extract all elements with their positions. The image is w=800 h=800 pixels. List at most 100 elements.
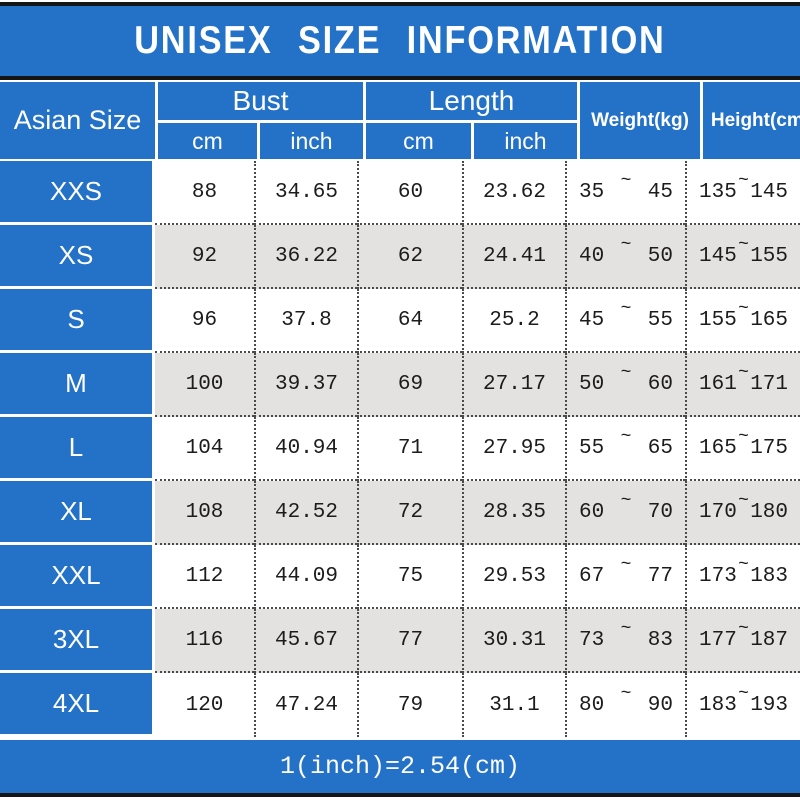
height-min: 173 [699,564,737,588]
tilde-symbol: ~ [738,235,749,255]
title-separator-line [0,76,800,80]
tilde-symbol: ~ [738,555,749,575]
table-row-m: M 100 39.37 69 27.17 50 ~ 60 161 ~ 171 [0,353,800,417]
size-label: XS [0,225,155,289]
weight-max: 45 [647,180,673,204]
header-length: Length [366,82,577,120]
footer-bar: 1(inch)=2.54(cm) [0,740,800,793]
header-bust-cm: cm [158,123,257,159]
bust-cm-value: 92 [155,225,254,289]
weight-min: 67 [579,564,605,588]
length-inch-value: 24.41 [462,225,565,289]
height-min: 135 [699,180,737,204]
page-title: UNISEX SIZE INFORMATION [134,19,666,62]
table-row-xxs: XXS 88 34.65 60 23.62 35 ~ 45 135 ~ 145 [0,161,800,225]
length-inch-value: 23.62 [462,161,565,225]
length-cm-value: 77 [357,609,462,673]
length-inch-value: 29.53 [462,545,565,609]
height-min: 145 [699,244,737,268]
weight-min: 55 [579,436,605,460]
weight-range: 45 ~ 55 [565,289,685,353]
tilde-symbol: ~ [738,491,749,511]
tilde-symbol: ~ [620,491,632,511]
header-asian-size: Asian Size [0,82,155,159]
height-range: 161 ~ 171 [685,353,800,417]
bust-inch-value: 39.37 [254,353,357,417]
bust-inch-value: 45.67 [254,609,357,673]
bust-cm-value: 116 [155,609,254,673]
size-label: XXS [0,161,155,225]
weight-min: 40 [579,244,605,268]
weight-range: 35 ~ 45 [565,161,685,225]
weight-min: 45 [579,308,605,332]
length-cm-value: 79 [357,673,462,737]
length-inch-value: 25.2 [462,289,565,353]
weight-min: 35 [579,180,605,204]
footer-separator [0,737,800,740]
header-length-inch: inch [474,123,577,159]
bust-cm-value: 100 [155,353,254,417]
length-cm-value: 69 [357,353,462,417]
length-inch-value: 28.35 [462,481,565,545]
tilde-symbol: ~ [738,684,749,704]
header-length-cm: cm [366,123,471,159]
height-max: 183 [750,564,788,588]
weight-range: 67 ~ 77 [565,545,685,609]
bust-inch-value: 40.94 [254,417,357,481]
weight-min: 60 [579,500,605,524]
top-border-line [0,2,800,6]
height-range: 155 ~ 165 [685,289,800,353]
table-row-4xl: 4XL 120 47.24 79 31.1 80 ~ 90 183 ~ 193 [0,673,800,737]
weight-range: 73 ~ 83 [565,609,685,673]
table-row-xxl: XXL 112 44.09 75 29.53 67 ~ 77 173 ~ 183 [0,545,800,609]
weight-range: 55 ~ 65 [565,417,685,481]
height-max: 171 [750,372,788,396]
height-min: 161 [699,372,737,396]
tilde-symbol: ~ [738,299,749,319]
table-row-l: L 104 40.94 71 27.95 55 ~ 65 165 ~ 175 [0,417,800,481]
tilde-symbol: ~ [738,427,749,447]
height-range: 135 ~ 145 [685,161,800,225]
size-label: 3XL [0,609,155,673]
weight-range: 40 ~ 50 [565,225,685,289]
weight-max: 50 [647,244,673,268]
bust-inch-value: 36.22 [254,225,357,289]
weight-max: 70 [647,500,673,524]
length-cm-value: 75 [357,545,462,609]
title-bar: UNISEX SIZE INFORMATION [0,6,800,76]
bust-cm-value: 108 [155,481,254,545]
height-max: 175 [750,436,788,460]
length-cm-value: 72 [357,481,462,545]
tilde-symbol: ~ [620,299,632,319]
weight-range: 60 ~ 70 [565,481,685,545]
size-label: S [0,289,155,353]
height-range: 177 ~ 187 [685,609,800,673]
table-header: Asian Size Bust Length Weight(kg) Height… [0,80,800,161]
tilde-symbol: ~ [738,619,749,639]
height-max: 193 [750,693,788,717]
size-label: L [0,417,155,481]
height-min: 183 [699,693,737,717]
height-min: 165 [699,436,737,460]
length-cm-value: 64 [357,289,462,353]
header-bust: Bust [158,82,363,120]
weight-max: 65 [647,436,673,460]
table-row-xs: XS 92 36.22 62 24.41 40 ~ 50 145 ~ 155 [0,225,800,289]
size-label: M [0,353,155,417]
table-row-3xl: 3XL 116 45.67 77 30.31 73 ~ 83 177 ~ 187 [0,609,800,673]
height-max: 187 [750,628,788,652]
bust-cm-value: 104 [155,417,254,481]
height-max: 165 [750,308,788,332]
weight-min: 50 [579,372,605,396]
header-bust-inch: inch [260,123,363,159]
bust-cm-value: 88 [155,161,254,225]
height-range: 145 ~ 155 [685,225,800,289]
weight-range: 80 ~ 90 [565,673,685,737]
inch-conversion-note: 1(inch)=2.54(cm) [279,752,521,781]
table-body: XXS 88 34.65 60 23.62 35 ~ 45 135 ~ 145 … [0,161,800,737]
weight-max: 77 [647,564,673,588]
bust-cm-value: 96 [155,289,254,353]
length-cm-value: 60 [357,161,462,225]
weight-min: 80 [579,693,605,717]
